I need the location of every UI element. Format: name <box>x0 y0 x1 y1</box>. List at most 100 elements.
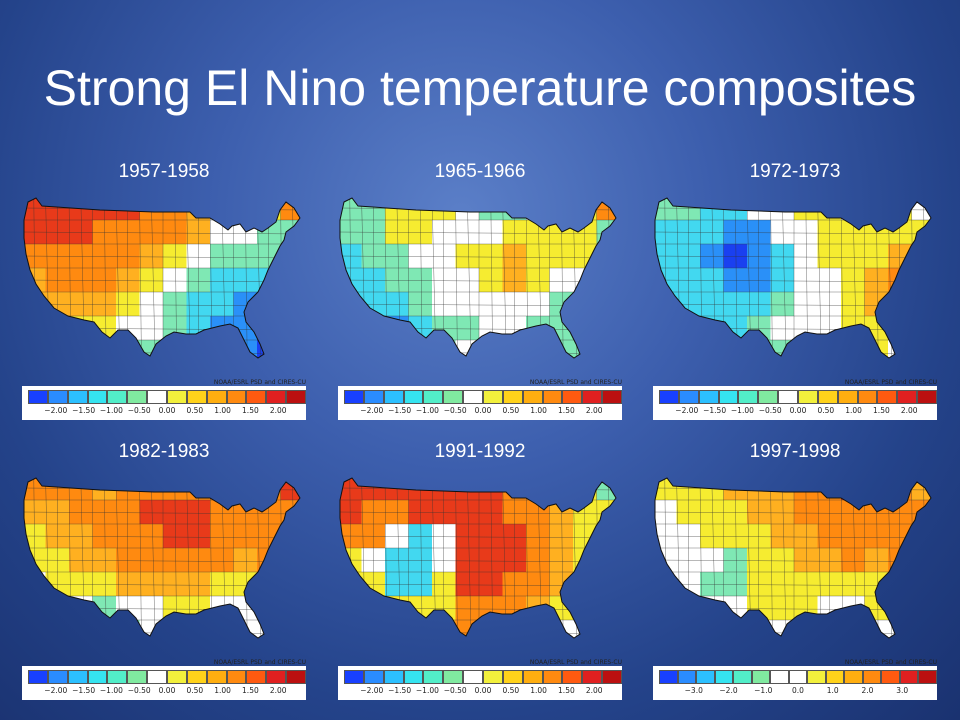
colorbar-swatch <box>383 390 404 404</box>
climate-division-cell <box>596 340 616 358</box>
colorbar-swatch <box>877 390 898 404</box>
climate-division-cell <box>280 620 300 638</box>
climate-division-cell <box>841 478 866 501</box>
climate-division-cell <box>139 198 164 221</box>
us-temperature-map <box>330 188 630 378</box>
climate-division-cell <box>280 572 300 597</box>
colorbar-tick-label: −1.00 <box>415 406 439 415</box>
colorbar-tick-label: 2.00 <box>585 406 603 415</box>
climate-division-cell <box>479 524 504 549</box>
climate-division-cell <box>408 340 433 358</box>
climate-division-cell <box>139 524 164 549</box>
us-temperature-map <box>645 188 945 378</box>
colorbar-tick-label: 1.0 <box>826 686 839 695</box>
climate-division-cell <box>676 340 701 358</box>
climate-division-cell <box>116 500 141 525</box>
temperature-colorbar <box>28 670 307 684</box>
climate-division-cell <box>911 596 931 621</box>
climate-division-cell <box>455 244 480 269</box>
climate-division-cell <box>432 500 457 525</box>
climate-division-cell <box>817 292 842 317</box>
panel-year-label: 1965-1966 <box>434 161 526 182</box>
colorbar-swatch <box>778 390 799 404</box>
climate-division-cell <box>280 268 300 293</box>
climate-division-cell <box>841 572 866 597</box>
climate-division-cell <box>747 340 772 358</box>
climate-division-cell <box>479 548 504 573</box>
climate-division-cell <box>747 524 772 549</box>
colorbar-swatch <box>463 670 484 684</box>
climate-division-cell <box>210 198 235 221</box>
climate-division-cell <box>408 292 433 317</box>
colorbar-swatch <box>602 670 623 684</box>
climate-division-cell <box>864 548 889 573</box>
climate-division-cell <box>186 340 211 358</box>
climate-division-cell <box>723 548 748 573</box>
climate-division-cell <box>163 268 188 293</box>
climate-division-cell <box>233 524 258 549</box>
division-boundary <box>24 559 300 563</box>
climate-division-cell <box>479 620 504 638</box>
colorbar-swatch <box>862 670 882 684</box>
climate-division-cell <box>116 268 141 293</box>
colorbar-swatch <box>881 670 900 684</box>
colorbar-tick-label: −2.00 <box>360 406 384 415</box>
climate-division-cell <box>116 620 141 638</box>
colorbar-tick-label: 0.00 <box>158 406 176 415</box>
climate-division-cell <box>455 478 480 501</box>
climate-division-cell <box>526 620 551 638</box>
colorbar-tick-label: 1.50 <box>242 686 259 695</box>
climate-division-cell <box>502 572 527 597</box>
colorbar-tick-label: −0.50 <box>443 686 467 695</box>
climate-division-cell <box>502 596 527 621</box>
colorbar-tick-label: 3.0 <box>896 686 909 695</box>
division-boundary <box>770 198 773 358</box>
climate-division-cell <box>817 572 842 597</box>
climate-division-cell <box>794 572 819 597</box>
composite-panel-1997-1998: 1997-1998 NOAA/ESRL PSD and CIRES-CU −3.0−… <box>645 440 945 705</box>
colorbar-tick-label: −1.0 <box>754 686 773 695</box>
colorbar-tick-label: 1.00 <box>530 686 547 695</box>
climate-division-cell <box>911 524 931 549</box>
climate-division-cell <box>210 340 235 358</box>
colorbar-swatch <box>463 390 484 404</box>
colorbar-tick-label: −0.50 <box>127 686 151 695</box>
climate-division-cell <box>186 268 211 293</box>
climate-division-cell <box>408 244 433 269</box>
climate-division-cell <box>888 524 913 549</box>
climate-division-cell <box>116 340 141 358</box>
climate-division-cell <box>911 340 931 358</box>
climate-division-cell <box>92 340 117 358</box>
climate-division-cell <box>502 340 527 358</box>
colorbar-swatch <box>678 390 699 404</box>
climate-division-cell <box>888 220 913 245</box>
climate-division-cell <box>549 478 574 501</box>
climate-division-cell <box>92 292 117 317</box>
colorbar-tick-label: 0.0 <box>792 686 804 695</box>
climate-division-cell <box>24 620 47 638</box>
climate-division-cell <box>92 596 117 621</box>
colorbar-tick-label: 0.50 <box>502 686 520 695</box>
colorbar-tick-label: −2.0 <box>719 686 738 695</box>
climate-division-cell <box>770 316 795 341</box>
climate-division-cell <box>723 620 748 638</box>
climate-division-cell <box>257 500 282 525</box>
data-credit: NOAA/ESRL PSD and CIRES-CU <box>844 379 937 386</box>
climate-division-cell <box>210 620 235 638</box>
division-boundary <box>340 231 616 235</box>
climate-division-cell <box>794 524 819 549</box>
climate-division-cell <box>573 596 598 621</box>
colorbar-tick-label: 1.00 <box>214 406 231 415</box>
climate-division-cell <box>139 572 164 597</box>
temperature-colorbar <box>659 670 937 684</box>
colorbar-tick-label: −1.50 <box>72 686 96 695</box>
climate-division-cell <box>432 316 457 341</box>
climate-division-cell <box>479 340 504 358</box>
climate-division-cell <box>24 340 47 358</box>
division-boundary <box>24 511 300 515</box>
colorbar-swatch <box>147 670 168 684</box>
climate-division-cell <box>139 548 164 573</box>
climate-division-cell <box>841 524 866 549</box>
climate-division-cell <box>573 500 598 525</box>
climate-division-cell <box>911 572 931 597</box>
